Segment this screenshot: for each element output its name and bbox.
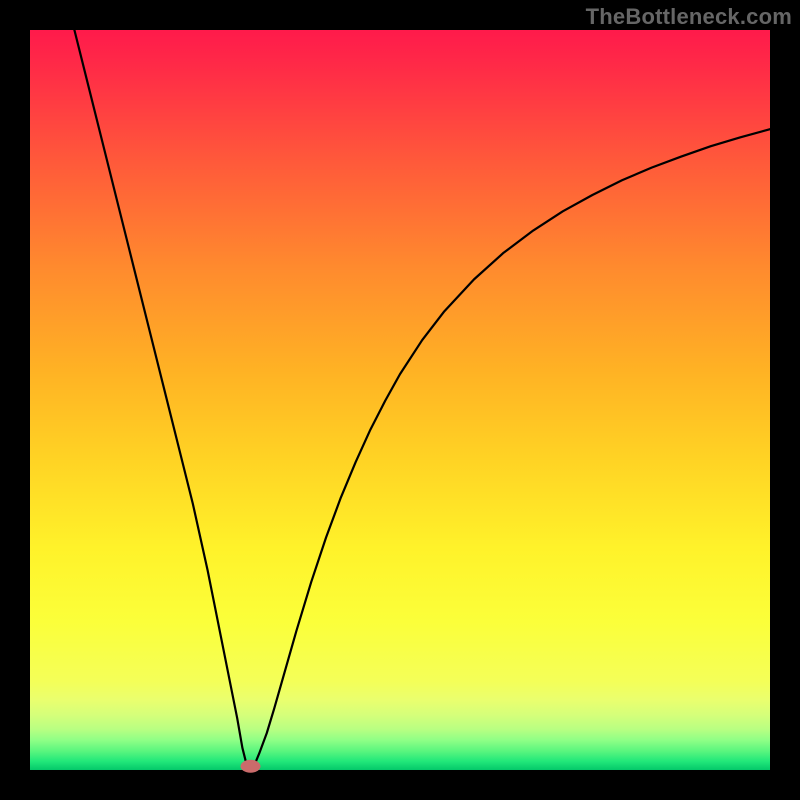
- minimum-marker: [241, 760, 261, 773]
- plot-area: [30, 30, 770, 770]
- bottleneck-chart: [0, 0, 800, 800]
- watermark-label: TheBottleneck.com: [586, 4, 792, 30]
- chart-container: TheBottleneck.com: [0, 0, 800, 800]
